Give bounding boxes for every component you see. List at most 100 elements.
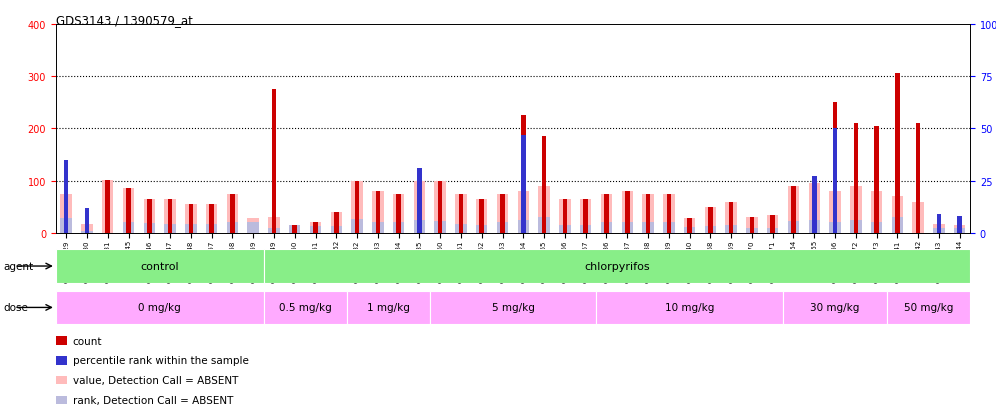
Bar [887,291,970,324]
Bar [895,74,899,233]
Bar [56,291,264,324]
Bar [230,194,235,233]
Text: 10 mg/kg: 10 mg/kg [665,303,714,313]
Bar [936,224,941,233]
Bar [830,192,841,233]
Bar [85,224,90,233]
Bar [725,225,737,233]
Bar [666,194,671,233]
Text: rank, Detection Call = ABSENT: rank, Detection Call = ABSENT [73,395,233,405]
Bar [539,218,550,233]
Bar [916,124,920,233]
Bar [580,225,592,233]
Bar [851,221,862,233]
Bar [684,228,695,233]
Bar [767,215,779,233]
Bar [771,215,775,233]
Bar [521,116,526,233]
Bar [331,212,342,233]
Bar [167,199,172,233]
Bar [272,90,276,233]
Text: value, Detection Call = ABSENT: value, Detection Call = ABSENT [73,375,238,385]
Bar [521,135,526,233]
Bar [185,205,196,233]
Bar [542,137,547,233]
Bar [891,197,903,233]
Bar [559,199,571,233]
Bar [874,126,878,233]
Bar [434,181,446,233]
Bar [393,194,404,233]
Bar [871,192,882,233]
Bar [912,202,924,233]
Bar [289,225,301,233]
Bar [663,194,674,233]
Bar [430,291,596,324]
Bar [434,222,446,233]
Bar [708,207,712,233]
Text: GDS3143 / 1390579_at: GDS3143 / 1390579_at [56,14,192,27]
Bar [788,186,799,233]
Bar [957,225,962,233]
Bar [206,224,217,233]
Bar [310,226,322,233]
Bar [373,222,383,233]
Bar [957,217,962,233]
Bar [518,192,529,233]
Bar [954,225,965,233]
Bar [82,232,93,233]
Bar [413,181,425,233]
Bar [933,228,944,233]
Bar [417,169,421,233]
Bar [954,229,965,233]
Bar [102,180,114,233]
Bar [396,194,401,233]
Bar [476,225,487,233]
Bar [851,186,862,233]
Bar [106,180,110,233]
Bar [373,192,383,233]
Bar [833,129,838,233]
Bar [622,222,632,233]
Text: 30 mg/kg: 30 mg/kg [811,303,860,313]
Text: count: count [73,336,103,346]
Bar [61,194,72,233]
Text: percentile rank within the sample: percentile rank within the sample [73,356,249,366]
Bar [767,228,779,233]
Bar [936,215,941,233]
Bar [289,225,301,233]
Bar [788,221,799,233]
Bar [375,192,380,233]
Bar [143,223,155,233]
Bar [352,181,363,233]
Text: control: control [140,261,179,271]
Text: chlorpyrifos: chlorpyrifos [584,261,649,271]
Bar [85,208,90,233]
Bar [123,223,134,233]
Bar [584,199,588,233]
Bar [123,189,134,233]
Bar [559,225,571,233]
Bar [624,192,629,233]
Bar [601,223,613,233]
Bar [809,184,820,233]
Bar [854,124,859,233]
Bar [227,194,238,233]
Bar [642,194,653,233]
Bar [164,225,175,233]
Bar [331,226,342,233]
Bar [247,219,259,233]
Bar [783,291,887,324]
Bar [642,223,653,233]
Bar [645,194,650,233]
Bar [605,194,609,233]
Bar [247,223,259,233]
Bar [580,199,592,233]
Bar [438,181,442,233]
Bar [185,224,196,233]
Bar [56,250,264,283]
Bar [314,223,318,233]
Bar [729,202,733,233]
Text: 0 mg/kg: 0 mg/kg [138,303,181,313]
Bar [601,194,613,233]
